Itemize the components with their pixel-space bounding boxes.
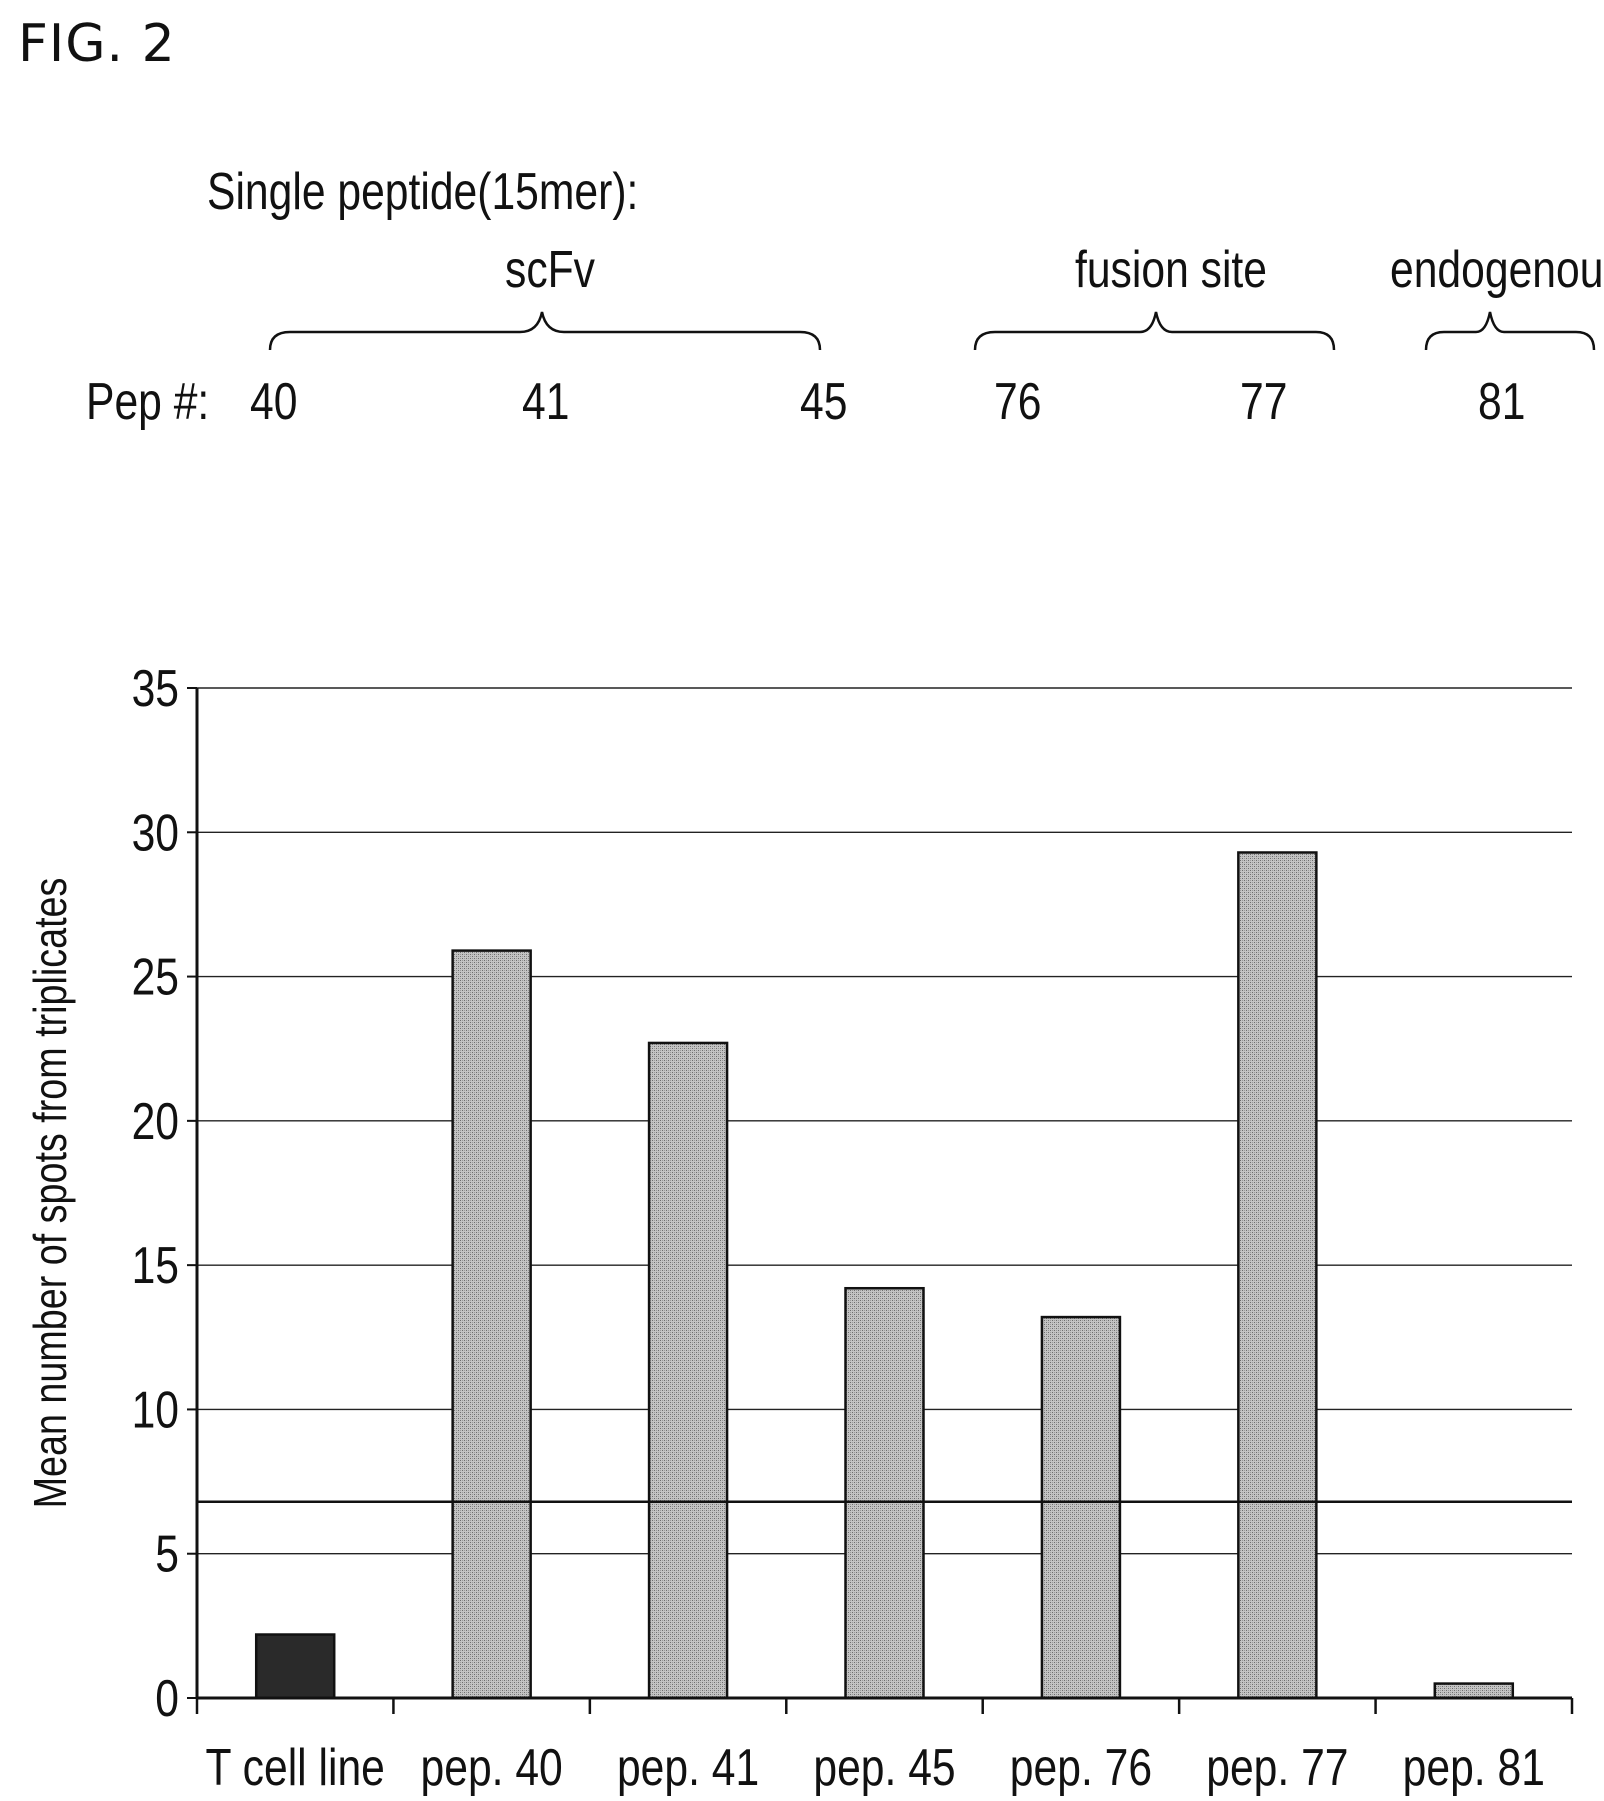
brace-fusion-site — [973, 311, 1336, 351]
pep-number-77: 77 — [1240, 373, 1288, 431]
pep-number-76: 76 — [994, 373, 1042, 431]
bar-t-cell-line — [254, 1633, 336, 1700]
figure-label: FIG. 2 — [18, 14, 176, 74]
x-tick-label-pep-76: pep. 76 — [1010, 1739, 1152, 1797]
bar-pep-76 — [1040, 1315, 1122, 1700]
pep-number-41: 41 — [522, 373, 570, 431]
brace-endogenous — [1424, 311, 1596, 351]
brace-scfv — [268, 311, 822, 351]
y-axis-title: Mean number of spots from triplicates — [24, 878, 75, 1509]
y-tick-label-35: 35 — [132, 660, 179, 718]
y-tick-label-15: 15 — [132, 1237, 179, 1295]
pep-number-40: 40 — [250, 373, 298, 431]
bar-pep-45 — [844, 1286, 925, 1700]
x-tick-label-pep-77: pep. 77 — [1206, 1739, 1348, 1797]
bar-pep-77 — [1237, 851, 1318, 1700]
y-tick-label-5: 5 — [155, 1526, 179, 1584]
y-tick-label-30: 30 — [132, 804, 179, 862]
x-tick-label-pep-41: pep. 41 — [617, 1739, 759, 1797]
pep-number-81: 81 — [1478, 373, 1526, 431]
y-tick-label-20: 20 — [132, 1093, 179, 1151]
axis-labels: 0 5 10 15 20 25 30 35 T cell line pep. 40 pep. 41 p… — [24, 660, 1544, 1797]
x-tick-label-pep-45: pep. 45 — [813, 1739, 955, 1797]
axes — [187, 687, 1574, 1714]
y-tick-label-10: 10 — [132, 1381, 179, 1439]
group-label-scfv: scFv — [505, 241, 596, 299]
x-tick-label-pep-81: pep. 81 — [1403, 1739, 1545, 1797]
header-title: Single peptide(15mer): — [207, 163, 639, 221]
bar-pep-40 — [451, 949, 532, 1700]
x-tick-label-t-cell-line: T cell line — [206, 1739, 385, 1797]
bar-pep-81 — [1433, 1682, 1515, 1700]
x-tick-label-pep-40: pep. 40 — [421, 1739, 563, 1797]
group-label-endogenous: endogenous — [1390, 241, 1604, 299]
y-tick-label-25: 25 — [132, 949, 179, 1007]
y-tick-label-0: 0 — [155, 1670, 179, 1728]
group-braces — [268, 311, 1596, 351]
pep-number-45: 45 — [800, 373, 848, 431]
group-label-fusion-site: fusion site — [1075, 241, 1267, 299]
bars — [254, 851, 1515, 1700]
pep-row-label: Pep #: — [86, 373, 210, 431]
bar-pep-41 — [647, 1041, 729, 1700]
